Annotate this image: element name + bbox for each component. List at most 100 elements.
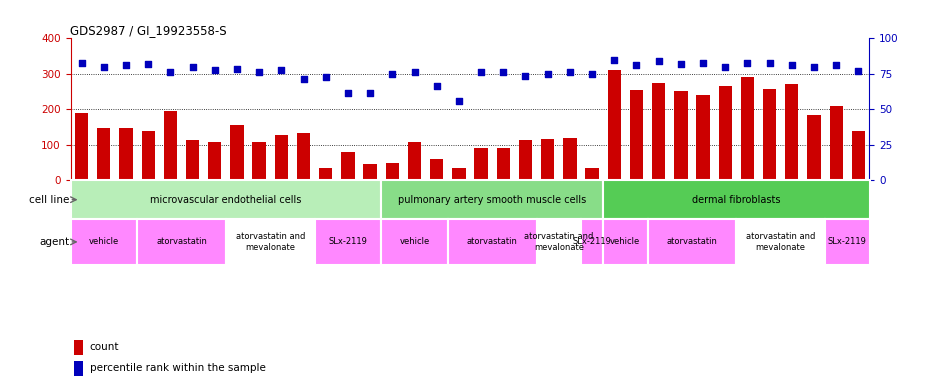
Point [141, 61, 156, 67]
Bar [297, 132, 310, 180]
Point [762, 60, 777, 66]
Bar [519, 140, 532, 180]
Point [118, 62, 133, 68]
Bar [382, 180, 603, 219]
Text: atorvastatin: atorvastatin [666, 237, 717, 247]
Text: pulmonary artery smooth muscle cells: pulmonary artery smooth muscle cells [398, 195, 587, 205]
Bar [537, 219, 581, 265]
Text: SLx-2119: SLx-2119 [828, 237, 867, 247]
Bar [70, 219, 137, 265]
Bar [603, 219, 648, 265]
Point [518, 73, 533, 79]
Point [696, 60, 711, 66]
Bar [825, 219, 870, 265]
Bar [341, 152, 354, 180]
Bar [630, 90, 643, 180]
Point [96, 64, 111, 70]
Text: atorvastatin: atorvastatin [156, 237, 207, 247]
Bar [496, 148, 509, 180]
Bar [603, 180, 870, 219]
Bar [852, 131, 865, 180]
Text: microvascular endothelial cells: microvascular endothelial cells [150, 195, 302, 205]
Point [384, 71, 400, 77]
Point [363, 90, 378, 96]
Bar [586, 168, 599, 180]
Text: SLx-2119: SLx-2119 [328, 237, 368, 247]
Bar [652, 83, 666, 180]
Bar [164, 111, 177, 180]
Text: cell line: cell line [29, 195, 70, 205]
Bar [315, 219, 382, 265]
Text: SLx-2119: SLx-2119 [572, 237, 612, 247]
Bar [253, 142, 266, 180]
Text: GDS2987 / GI_19923558-S: GDS2987 / GI_19923558-S [70, 24, 227, 37]
Text: agent: agent [39, 237, 70, 247]
Point [562, 69, 577, 75]
Point [229, 66, 244, 72]
Bar [736, 219, 825, 265]
Point [163, 69, 178, 75]
Point [629, 62, 644, 68]
Bar [274, 135, 288, 180]
Bar [230, 126, 243, 180]
Bar [75, 113, 88, 180]
Bar [408, 142, 421, 180]
Point [474, 69, 489, 75]
Point [74, 60, 89, 66]
Bar [70, 180, 382, 219]
Point [718, 64, 733, 70]
Bar [385, 163, 399, 180]
Point [651, 58, 666, 65]
Point [319, 74, 334, 81]
Point [851, 68, 866, 74]
Point [606, 56, 621, 63]
Bar [430, 159, 444, 180]
Text: dermal fibroblasts: dermal fibroblasts [692, 195, 780, 205]
Bar [382, 219, 447, 265]
Bar [447, 219, 537, 265]
Bar [541, 139, 555, 180]
Bar [807, 115, 821, 180]
Text: atorvastatin and
mevalonate: atorvastatin and mevalonate [525, 232, 593, 252]
Text: atorvastatin: atorvastatin [467, 237, 518, 247]
Text: vehicle: vehicle [88, 237, 119, 247]
Point [673, 61, 688, 67]
Text: vehicle: vehicle [610, 237, 640, 247]
Text: count: count [89, 342, 119, 352]
Bar [607, 70, 621, 180]
Text: atorvastatin and
mevalonate: atorvastatin and mevalonate [746, 232, 815, 252]
Point [185, 64, 200, 70]
Bar [319, 168, 333, 180]
Point [430, 83, 445, 89]
Point [784, 62, 799, 68]
Bar [137, 219, 226, 265]
Bar [563, 138, 576, 180]
Point [274, 67, 289, 73]
Bar [718, 86, 732, 180]
Bar [741, 78, 754, 180]
Bar [74, 340, 83, 355]
Point [585, 71, 600, 77]
Bar [74, 361, 83, 376]
Bar [581, 219, 603, 265]
Point [495, 69, 510, 75]
Bar [697, 95, 710, 180]
Point [451, 98, 466, 104]
Bar [829, 106, 843, 180]
Bar [452, 168, 465, 180]
Point [296, 76, 311, 82]
Bar [785, 84, 798, 180]
Bar [226, 219, 315, 265]
Bar [97, 128, 111, 180]
Bar [763, 89, 776, 180]
Bar [142, 131, 155, 180]
Point [540, 71, 556, 77]
Point [807, 64, 822, 70]
Bar [208, 142, 222, 180]
Text: atorvastatin and
mevalonate: atorvastatin and mevalonate [236, 232, 305, 252]
Point [407, 69, 422, 75]
Point [740, 60, 755, 66]
Bar [119, 128, 133, 180]
Bar [648, 219, 736, 265]
Point [829, 62, 844, 68]
